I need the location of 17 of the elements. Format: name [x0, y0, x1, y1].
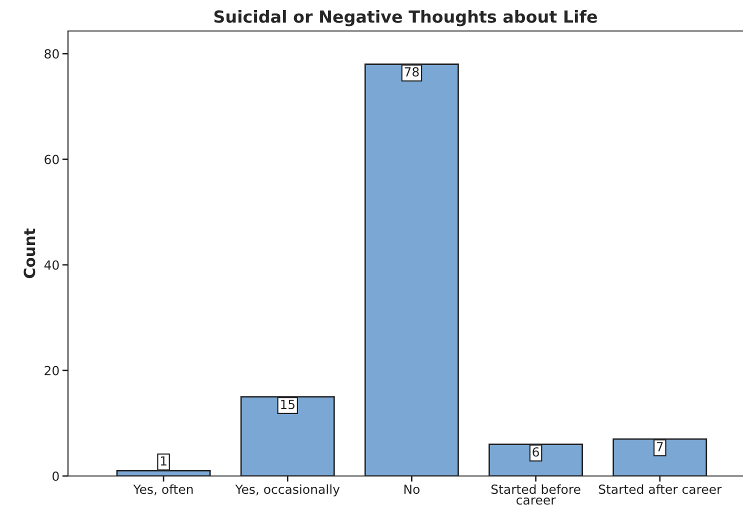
data-label: 1 [160, 456, 166, 466]
data-label: 78 [404, 67, 419, 77]
data-label: 7 [656, 442, 663, 452]
x-tick-label: Yes, occasionally [235, 484, 340, 496]
x-tick-label: Started before career [491, 484, 580, 505]
x-tick-label: Started after career [598, 484, 722, 494]
y-tick-label: 20 [44, 366, 59, 376]
y-tick-label: 80 [44, 49, 59, 59]
x-tick-label: Yes, often [133, 484, 193, 496]
data-label: 6 [532, 447, 539, 457]
y-axis-title: Count [24, 228, 36, 278]
y-tick-label: 60 [44, 154, 59, 164]
x-tick-label: No [404, 484, 420, 494]
data-label: 15 [281, 400, 294, 410]
y-tick-label: 0 [52, 471, 59, 481]
chart-title: Suicidal or Negative Thoughts about Life [214, 10, 597, 26]
y-tick-label: 40 [44, 260, 59, 270]
